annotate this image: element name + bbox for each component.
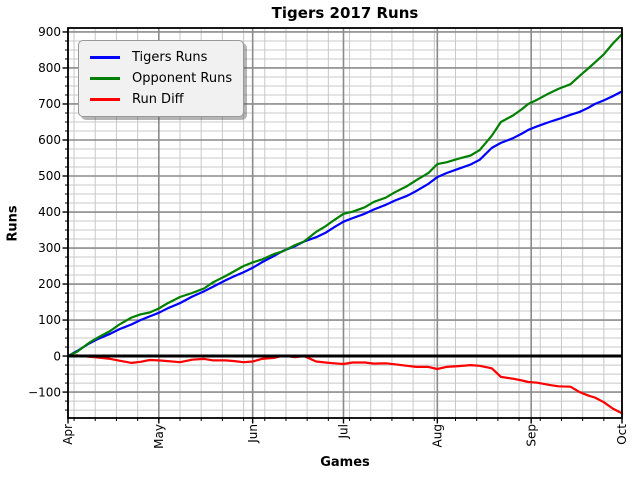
chart-title: Tigers 2017 Runs — [271, 4, 419, 22]
y-axis-label: Runs — [5, 205, 21, 242]
x-tick-label: Jun — [246, 424, 260, 444]
x-axis-label: Games — [320, 455, 370, 470]
tigers-runs-line-swatch-icon — [90, 56, 120, 59]
x-tick-label: Oct — [615, 424, 629, 445]
y-tick-label: 800 — [38, 61, 61, 75]
y-tick-label: 100 — [38, 313, 61, 327]
plot-border — [67, 27, 623, 419]
legend-label: Opponent Runs — [132, 71, 233, 86]
legend-entry-opponent-runs: Opponent Runs — [90, 68, 232, 89]
y-tick-label: 200 — [38, 277, 61, 291]
series-line-tigers-runs — [66, 90, 624, 358]
y-tick-label: 900 — [38, 25, 61, 39]
legend-label: Tigers Runs — [132, 50, 208, 65]
y-tick-label: 500 — [38, 169, 61, 183]
series-line-opponent-runs — [66, 32, 624, 358]
series-line-run-diff — [66, 354, 624, 415]
run-diff-line-swatch-icon — [90, 98, 120, 101]
legend-entry-run-diff: Run Diff — [90, 89, 232, 110]
y-tick-label: 0 — [53, 349, 61, 363]
legend-label: Run Diff — [132, 92, 184, 107]
legend: Tigers Runs Opponent Runs Run Diff — [78, 40, 245, 117]
x-tick-label: Sep — [524, 424, 538, 447]
y-tick-label: 700 — [38, 97, 61, 111]
x-tick-label: Jul — [337, 424, 351, 439]
y-tick-label: 600 — [38, 133, 61, 147]
x-tick-label: May — [152, 424, 166, 449]
x-tick-label: Apr — [61, 424, 75, 445]
x-tick-label: Aug — [431, 424, 445, 447]
y-tick-label: −100 — [28, 385, 61, 399]
y-tick-label: 400 — [38, 205, 61, 219]
y-tick-label: 300 — [38, 241, 61, 255]
opponent-runs-line-swatch-icon — [90, 77, 120, 80]
legend-entry-tigers-runs: Tigers Runs — [90, 47, 232, 68]
